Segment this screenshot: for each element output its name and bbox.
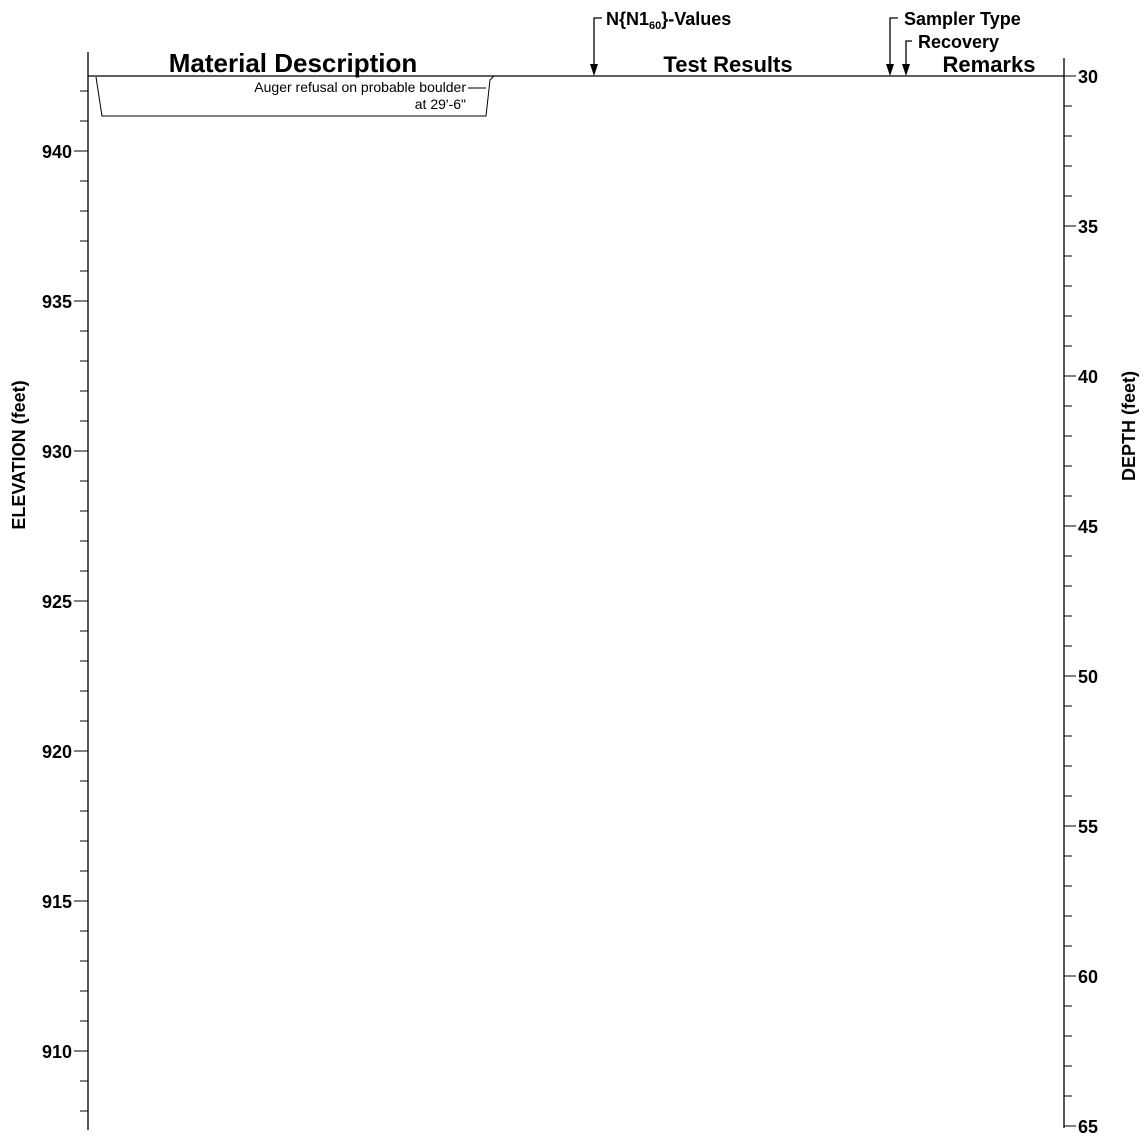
depth-tick-labels: 30 35 40 45 50 55 60 65 [1078, 67, 1098, 1137]
material-description-header: Material Description [169, 48, 418, 78]
depth-ticks [1064, 75, 1076, 1127]
depth-tick-label: 60 [1078, 967, 1098, 987]
depth-tick-label: 50 [1078, 667, 1098, 687]
n-values-suffix: }-Values [661, 9, 731, 29]
depth-tick-label: 40 [1078, 367, 1098, 387]
refusal-note-line2: at 29'-6" [415, 96, 466, 112]
header-arrowheads [590, 64, 910, 76]
n-values-prefix: N{N1 [606, 9, 649, 29]
refusal-note-outline [95, 75, 495, 117]
test-results-header: Test Results [663, 52, 792, 77]
n-values-header: N{N160}-Values [606, 9, 731, 32]
recovery-leader [905, 40, 912, 68]
sampler-type-arrowhead [886, 64, 894, 76]
n-values-leader [593, 17, 602, 68]
depth-tick-label: 55 [1078, 817, 1098, 837]
elevation-tick-label: 930 [42, 442, 72, 462]
elevation-tick-label: 935 [42, 292, 72, 312]
n-values-subscript: 60 [649, 20, 661, 32]
depth-tick-label: 35 [1078, 217, 1098, 237]
elevation-tick-label: 925 [42, 592, 72, 612]
elevation-tick-label: 915 [42, 892, 72, 912]
depth-tick-label: 65 [1078, 1117, 1098, 1137]
depth-tick-label: 45 [1078, 517, 1098, 537]
elevation-ticks [74, 90, 88, 1112]
sampler-type-header: Sampler Type [904, 9, 1021, 29]
elevation-tick-labels: 940 935 930 925 920 915 910 [42, 142, 72, 1062]
header-leaders [593, 17, 912, 68]
elevation-tick-label: 920 [42, 742, 72, 762]
sampler-type-leader [889, 17, 898, 68]
refusal-note-line1: Auger refusal on probable boulder [254, 79, 466, 95]
recovery-arrowhead [902, 64, 910, 76]
depth-tick-label: 30 [1078, 67, 1098, 87]
recovery-header: Recovery [918, 32, 999, 52]
remarks-header: Remarks [943, 52, 1036, 77]
elevation-tick-label: 910 [42, 1042, 72, 1062]
depth-axis-label: DEPTH (feet) [1119, 371, 1139, 481]
elevation-axis-label: ELEVATION (feet) [9, 380, 29, 529]
elevation-tick-label: 940 [42, 142, 72, 162]
n-values-arrowhead [590, 64, 598, 76]
